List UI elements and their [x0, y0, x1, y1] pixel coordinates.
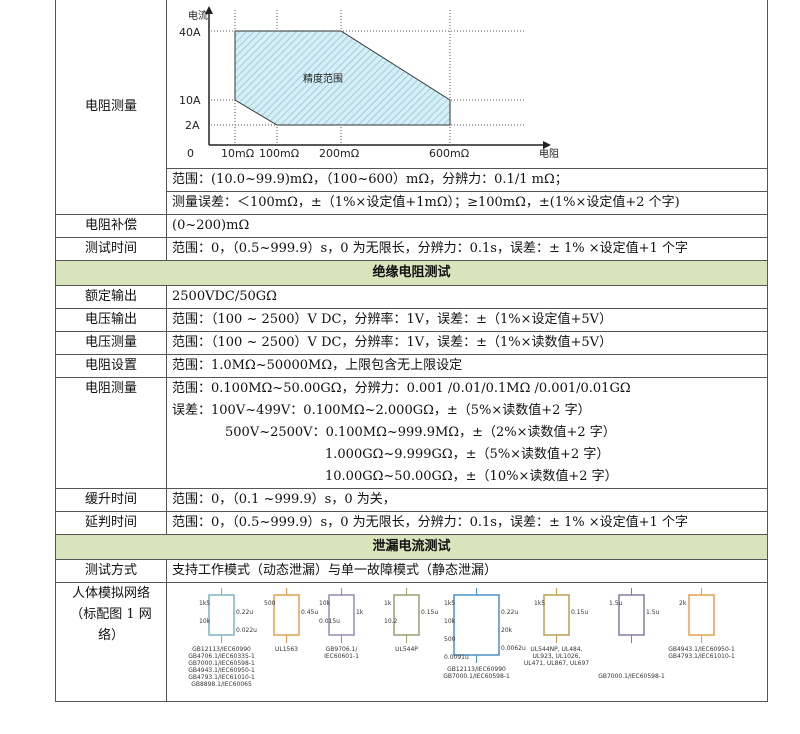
network-diagram: 1k5 0.22u 10k 0.022u GB12113/IEC60990GB4706.… — [188, 588, 257, 688]
label-insulation-measure: 电阻测量 — [55, 377, 167, 489]
compensation-value: (0~200)mΩ — [166, 214, 768, 238]
component-value: 1k5 — [199, 600, 210, 607]
component-value: 0.22u — [501, 609, 518, 616]
standard-caption: GB4793.1/IEC61010-1 — [188, 674, 255, 681]
component-value: 500 — [264, 600, 276, 607]
standard-caption: GB9706.1/ — [326, 646, 359, 653]
standard-caption: GB12113/IEC60990 — [192, 646, 251, 653]
component-value: 1k — [356, 609, 364, 616]
component-value: 1k — [384, 600, 392, 607]
x-tick: 600mΩ — [429, 147, 469, 160]
component-value: 10k — [319, 600, 331, 607]
standard-caption: GB12113/IEC60990 — [447, 666, 506, 673]
x-tick: 200mΩ — [319, 147, 359, 160]
component-value: 0.15u — [571, 609, 588, 616]
x-tick: 10mΩ — [221, 147, 254, 160]
standard-caption: GB8898.1/IEC60065 — [191, 681, 252, 688]
label-test-time: 测试时间 — [55, 237, 167, 261]
component-value: 0.015u — [319, 618, 340, 625]
standard-caption: UL471, UL867, UL697 — [524, 660, 589, 667]
label-network: 人体模拟网络（标配图 1 网络） — [55, 582, 167, 702]
mode-value: 支持工作模式（动态泄漏）与单一故障模式（静态泄漏） — [166, 559, 768, 583]
standard-caption: GB4943.1/IEC60950-1 — [188, 667, 255, 674]
x-tick: 0 — [187, 147, 194, 160]
component-value: 0.0091u — [444, 654, 469, 661]
label-ramp: 缓升时间 — [55, 488, 167, 512]
component-value: 0.45u — [301, 609, 318, 616]
row-value: 范围：（100 ~ 2500）V DC，分辨率：1V，误差：±（1%×设定值+5… — [166, 308, 768, 332]
spec-table: 电阻测量 电流 40A 10A 2A 0 10mΩ 100mΩ 200mΩ 60… — [55, 0, 768, 702]
measure-line: 500V~2500V：0.100MΩ~999.9MΩ，±（2%×读数值+2 字） — [225, 425, 616, 440]
component-value: 1k5 — [444, 600, 455, 607]
standard-caption: GB7000.1/IEC60598-1 — [188, 660, 255, 667]
test-time-value: 范围：0，（0.5~999.9）s，0 为无限长，分辨力：0.1s，误差：± 1… — [166, 237, 768, 261]
label-mode: 测试方式 — [55, 559, 167, 583]
component-value: 0.022u — [236, 627, 257, 634]
measure-line: 10.00GΩ~50.00GΩ，±（10%×读数值+2 字） — [325, 469, 618, 484]
section-header-insulation: 绝缘电阻测试 — [55, 260, 768, 286]
resistance-range: 范围：(10.0~99.9)mΩ，（100~600）mΩ，分辨力：0.1/1 m… — [166, 168, 768, 192]
component-value: 500 — [444, 636, 456, 643]
standard-caption: GB4706.1/IEC60335-1 — [188, 653, 255, 660]
y-tick: 2A — [185, 119, 200, 132]
component-value: 1k5 — [534, 600, 545, 607]
precision-range-chart: 电流 40A 10A 2A 0 10mΩ 100mΩ 200mΩ 600mΩ 电… — [179, 6, 559, 160]
standard-caption: UL1563 — [275, 646, 298, 653]
delay-value: 范围：0，（0.5~999.9）s，0 为无限长，分辨力：0.1s，误差：± 1… — [166, 511, 768, 535]
row-label: 额定输出 — [55, 285, 167, 309]
section-header-leakage: 泄漏电流测试 — [55, 534, 768, 560]
label-resistance: 电阻测量 — [55, 0, 167, 215]
ramp-value: 范围：0，（0.1 ~999.9）s，0 为关， — [166, 488, 768, 512]
label-delay: 延判时间 — [55, 511, 167, 535]
standard-caption: GB4793.1/IEC61010-1 — [668, 653, 735, 660]
standard-caption: GB7000.1/IEC60598-1 — [443, 673, 510, 680]
row-value: 2500VDC/50GΩ — [166, 285, 768, 309]
network-diagram: 1k5 0.22u 10k 20k 500 0.0062u 0.0091u GB12113/I… — [443, 588, 526, 680]
standard-caption: UL544P — [395, 646, 418, 653]
component-value: 1.5u — [609, 600, 623, 607]
standard-caption: IEC60601-1 — [324, 653, 359, 660]
row-value: 范围：（100 ~ 2500）V DC，分辨率：1V，误差：±（1%×读数值+5… — [166, 331, 768, 355]
insulation-measure-value: 范围：0.100MΩ~50.00GΩ，分辨力：0.001 /0.01/0.1MΩ… — [166, 377, 768, 489]
component-value: 0.15u — [421, 609, 438, 616]
standard-caption: GB7000.1/IEC60598-1 — [598, 673, 665, 680]
row-value: 范围：1.0MΩ~50000MΩ，上限包含无上限设定 — [166, 354, 768, 378]
measure-line: 误差：100V~499V：0.100MΩ~2.000GΩ，±（5%×读数值+2 … — [172, 403, 591, 418]
component-value: 1.5u — [646, 609, 660, 616]
x-axis-label: 电阻 — [539, 147, 559, 160]
standard-caption: GB4943.1/IEC60950-1 — [668, 646, 735, 653]
resistance-error: 测量误差：＜100mΩ，±（1%×设定值+1mΩ）；≥100mΩ，±(1%×设定… — [166, 191, 768, 215]
measure-line: 1.000GΩ~9.999GΩ，±（5%×读数值+2 字） — [325, 447, 610, 462]
y-axis-label: 电流 — [188, 9, 208, 22]
row-label: 电阻设置 — [55, 354, 167, 378]
precision-region — [234, 30, 451, 126]
network-diagram: 500 0.45u UL1563 — [264, 588, 318, 653]
standard-caption: UL923, UL1026, — [533, 653, 581, 660]
label-compensation: 电阻补偿 — [55, 214, 167, 238]
component-value: 10.2 — [384, 618, 398, 625]
row-label: 电压测量 — [55, 331, 167, 355]
component-value: 10k — [444, 618, 456, 625]
y-tick: 40A — [179, 26, 201, 39]
component-value: 0.22u — [236, 609, 253, 616]
region-label: 精度范围 — [303, 72, 343, 85]
x-tick: 100mΩ — [259, 147, 299, 160]
y-tick: 10A — [179, 94, 201, 107]
component-value: 10k — [199, 618, 211, 625]
precision-chart-cell: 电流 40A 10A 2A 0 10mΩ 100mΩ 200mΩ 600mΩ 电… — [166, 0, 768, 169]
network-diagrams: 1k50.22u10k0.022uGB12113/IEC60990GB4706.… — [188, 588, 735, 688]
row-label: 电压输出 — [55, 308, 167, 332]
standard-caption: UL544NP, UL484, — [530, 646, 582, 653]
measure-line: 范围：0.100MΩ~50.00GΩ，分辨力：0.001 /0.01/0.1MΩ… — [172, 381, 631, 396]
network-diagram: 10k 1k 0.015u GB9706.1/IEC60601-1 — [319, 588, 364, 660]
component-value: 20k — [501, 627, 513, 634]
component-value: 2k — [679, 600, 687, 607]
component-value: 0.0062u — [501, 645, 526, 652]
network-diagram: 1.5u 1.5u GB7000.1/IEC60598-1 — [598, 588, 665, 680]
network-diagram: 1k5 0.15u UL544NP, UL484,UL923, UL1026,UL4… — [524, 588, 589, 667]
network-diagram: 1k 0.15u 10.2 UL544P — [384, 588, 438, 653]
